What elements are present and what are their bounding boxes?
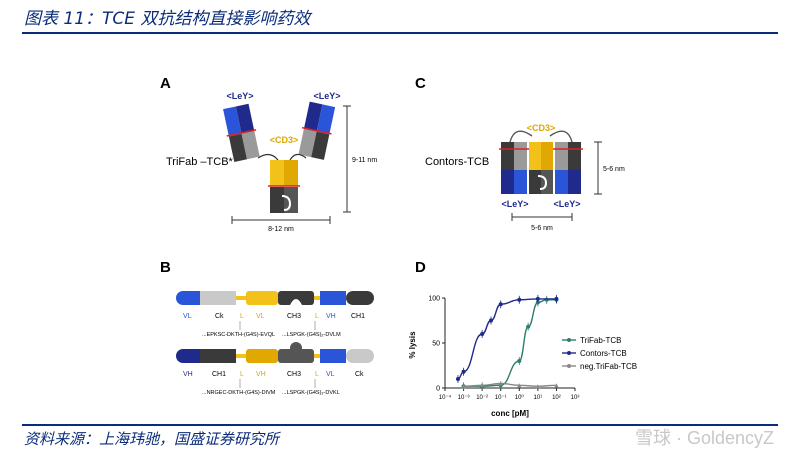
chain1-linker-left: ...EPKSC-DKTH-(G4S)-EVQL [202, 332, 275, 338]
chart-series-group [455, 294, 559, 391]
panel-c-cd3: <CD3> [527, 123, 556, 133]
panel-b-letter: B [160, 259, 171, 276]
chain1-label-8: CH1 [351, 313, 365, 320]
chain1-label-3: L [240, 313, 244, 320]
bottom-rule [22, 424, 778, 426]
chain2-label-3: L [240, 371, 244, 378]
chart-legend-label: TriFab-TCB [580, 336, 621, 345]
chart-axes: 10⁻⁴ 10⁻³ 10⁻² 10⁻¹ 10⁰ 10¹ 10² 10³ 0 50 100 [428, 296, 579, 402]
chart-legend: TriFab-TCB Contors-TCB neg.TriFab-TCB [562, 336, 637, 371]
chart-x-tick-label: 10⁻⁴ [439, 394, 452, 401]
chart-point [498, 302, 503, 307]
chart-x-tick-label: 10⁻³ [458, 395, 470, 401]
chart-point [455, 377, 460, 381]
chart-x-tick-label: 10³ [571, 395, 580, 401]
chain2-label-6: L [315, 371, 319, 378]
chain1-label-7: VH [326, 313, 336, 320]
panel-a-left-arm [223, 103, 260, 162]
chart-legend-marker [567, 364, 571, 368]
chain2-label-8: Ck [355, 371, 364, 378]
panel-a-fc-left [270, 187, 284, 213]
top-rule [22, 32, 778, 34]
chart-legend-label: neg.TriFab-TCB [580, 362, 637, 371]
panel-d: D 10⁻⁴ 10⁻³ 10⁻² 10⁻¹ 10⁰ 10¹ 10² 10³ 0 50 100 % l… [408, 259, 637, 418]
panel-c-height-dim: 5-6 nm [603, 166, 625, 173]
chart-x-tick-label: 10¹ [534, 395, 543, 401]
chain1-label-2: Ck [215, 313, 224, 320]
chain1-label-4: VL [256, 313, 265, 320]
chain2-label-7: VL [326, 371, 335, 378]
chart-point [535, 296, 540, 301]
panel-c-letter: C [415, 75, 426, 92]
panel-a-ley-left: <LeY> [226, 91, 253, 101]
chain1-label-5: CH3 [287, 313, 301, 320]
chart-point [498, 381, 503, 386]
panel-b: B VL Ck L VL CH3 L VH CH1 ...EPKSC-DKTH-… [160, 259, 374, 396]
chart-point [517, 383, 522, 388]
chart-series-line [463, 299, 557, 387]
chart-y-tick-label: 0 [436, 386, 440, 393]
panel-a-cd3: <CD3> [270, 135, 299, 145]
panel-c-name: Contors-TCB [425, 156, 489, 168]
panel-b-chain-2: VH CH1 L VH CH3 L VL Ck ...NRGEC-DKTH-(G… [176, 342, 374, 396]
chart-legend-label: Contors-TCB [580, 349, 627, 358]
chart-point [526, 324, 531, 329]
panel-d-letter: D [415, 259, 426, 276]
chart-x-tick-label: 10⁻¹ [495, 395, 507, 401]
chart-point [517, 297, 522, 302]
chain2-label-4: VH [256, 371, 266, 378]
panel-b-chain-1: VL Ck L VL CH3 L VH CH1 ...EPKSC-DKTH-(G… [176, 291, 374, 338]
chart-point [480, 383, 485, 388]
panel-a-height-dim: 9-11 nm [352, 157, 377, 164]
chart-x-tick-label: 10⁻² [476, 395, 488, 401]
panel-a-width-dim: 8-12 nm [268, 226, 294, 233]
chart-point [480, 332, 485, 336]
chart-y-tick-label: 50 [432, 341, 440, 348]
chart-point [461, 384, 466, 389]
chart-x-axis-label: conc [pM] [491, 409, 529, 418]
chart-series-line [457, 298, 557, 380]
chart-point [489, 318, 494, 323]
chain2-label-5: CH3 [287, 371, 301, 378]
chain2-label-1: VH [183, 371, 193, 378]
chart-point [517, 359, 522, 363]
chart-point [535, 384, 540, 389]
chart-point [461, 369, 466, 374]
chart-point [554, 383, 559, 388]
chart-x-tick-label: 10⁰ [515, 394, 525, 401]
chart-y-axis-label: % lysis [408, 331, 417, 359]
chain1-label-6: L [315, 313, 319, 320]
chain2-label-2: CH1 [212, 371, 226, 378]
panel-c-ley-right: <LeY> [553, 199, 580, 209]
chain1-linker-right: ...LSPGK-(G4S)₂-DVLM [282, 332, 341, 338]
chart-x-tick-label: 10² [552, 395, 561, 401]
chain1-label-1: VL [183, 313, 192, 320]
panel-a-cd3-vl [284, 160, 298, 186]
chain2-linker-left: ...NRGEC-DKTH-(G4S)-DIVM [202, 390, 276, 396]
panel-a-right-arm [298, 101, 336, 160]
chart-point [554, 296, 559, 301]
figure-title: 图表 11：TCE 双抗结构直接影响药效 [24, 9, 311, 29]
chart-legend-marker [567, 351, 571, 355]
panel-a: A <LeY> <LeY> <CD3> TriFab [160, 75, 377, 233]
panel-c-width-dim: 5-6 nm [531, 225, 553, 232]
source-note: 资料来源：上海玮驰，国盛证券研究所 [24, 430, 280, 448]
panel-a-ley-right: <LeY> [313, 91, 340, 101]
panel-a-name: TriFab –TCB* [166, 156, 234, 168]
panel-c-ley-left: <LeY> [501, 199, 528, 209]
panel-a-letter: A [160, 75, 171, 92]
chain2-linker-right: ...LSPGK-(G4S)₂-DVKL [282, 390, 340, 396]
watermark-text: 雪球 · GoldencyZ [634, 428, 774, 448]
chart-series-line [463, 382, 557, 387]
panel-a-fc-right [284, 187, 298, 213]
chart-legend-marker [567, 338, 571, 342]
chart-y-tick-label: 100 [428, 296, 440, 303]
panel-a-cd3-vh [270, 160, 284, 186]
panel-c: C <CD3> Contors-TCB <LeY> <LeY> 5-6 nm [415, 75, 625, 232]
